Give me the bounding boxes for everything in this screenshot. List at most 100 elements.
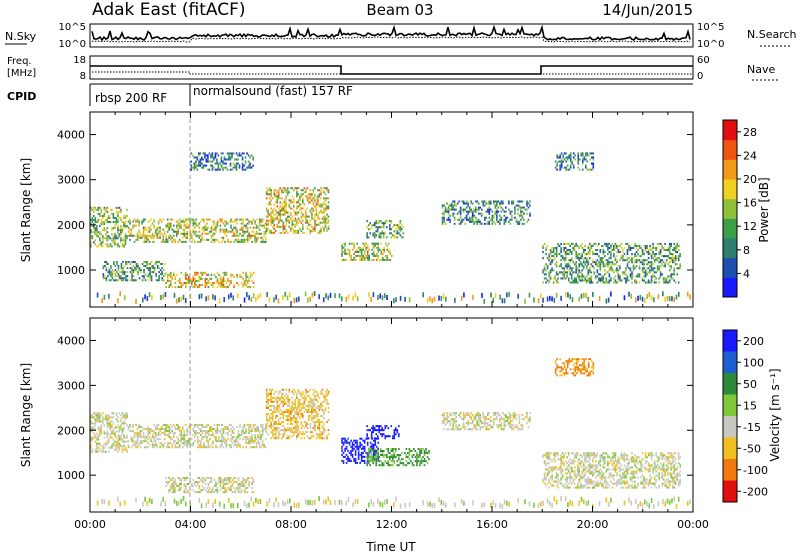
power-cell [108,221,110,223]
power-cell [344,253,346,255]
power-cell [631,253,633,255]
power-cell [239,229,241,231]
power-cell [155,261,157,263]
power-cell [440,296,442,301]
velocity-cell [170,428,172,430]
power-cell [247,219,249,221]
power-cell [323,197,325,199]
velocity-cell [267,413,269,415]
power-cell [134,225,136,227]
velocity-cell [247,442,249,444]
velocity-cell [182,428,184,430]
velocity-cell [293,433,295,435]
power-cell [212,165,214,167]
velocity-cell [96,418,98,420]
velocity-cell [273,437,275,439]
power-cell [251,221,253,223]
power-cell [267,212,269,214]
power-cell [107,221,109,223]
power-cell [177,233,179,235]
power-cell [590,245,592,247]
power-cell [129,235,131,237]
velocity-cell [205,446,207,448]
power-cell [113,213,115,215]
power-cell [295,224,297,226]
power-cell [544,267,546,269]
power-cell [133,269,135,271]
power-cell [102,223,104,225]
power-cell [223,272,225,274]
power-cell [377,249,379,251]
power-cell [660,253,662,255]
power-cell [191,282,193,284]
power-cell [526,209,528,211]
power-cell [198,165,200,167]
power-cell [253,227,255,229]
power-cell [212,169,214,171]
velocity-cell [212,442,214,444]
velocity-cell [279,391,281,393]
velocity-cell [253,446,255,448]
power-cell [316,197,318,199]
power-cell [589,277,591,279]
velocity-cell [254,424,256,426]
velocity-cell [226,432,228,434]
velocity-cell [281,401,283,403]
power-cell [587,271,589,273]
power-cell [575,269,577,271]
power-cell [550,249,552,251]
velocity-cell [162,428,164,430]
power-cell [279,197,281,199]
power-cell [604,255,606,257]
velocity-cell [245,432,247,434]
power-cell [575,265,577,267]
power-cell [156,233,158,235]
power-cell [147,235,149,237]
velocity-cell [200,424,202,426]
power-cell [649,245,651,247]
power-cell [231,154,233,156]
power-cell [654,259,656,261]
power-cell [131,273,133,275]
velocity-cell [217,424,219,426]
power-cell [320,197,322,199]
power-cell [149,275,151,277]
power-cell [298,297,300,302]
power-cell [317,197,319,199]
power-cell [636,245,638,247]
power-cell [153,227,155,229]
power-cell [320,205,322,207]
velocity-cell [248,440,250,442]
power-cell [185,286,187,288]
velocity-cell [314,409,316,411]
power-cell [636,247,638,249]
velocity-cell [211,430,213,432]
power-cell [560,277,562,279]
power-cell [227,169,229,171]
power-cell [514,217,516,219]
power-cell [149,292,151,297]
velocity-cell [199,432,201,434]
power-cell [628,249,630,251]
power-cell [267,210,269,212]
velocity-cell [104,451,106,453]
velocity-cell [110,420,112,422]
power-cell [627,257,629,259]
power-cell [104,261,106,263]
power-cell [678,255,680,257]
velocity-cell [298,401,300,403]
power-cell [211,237,213,239]
power-cell [657,269,659,271]
power-cell [92,217,94,219]
power-cell [149,273,151,275]
velocity-cell [135,444,137,446]
power-cell [170,225,172,227]
power-cell [639,245,641,247]
power-cell [636,255,638,257]
power-cell [93,207,95,209]
power-cell [660,273,662,275]
power-cell [196,223,198,225]
velocity-cell [217,430,219,432]
velocity-cell [293,407,295,409]
velocity-cell [308,395,310,397]
